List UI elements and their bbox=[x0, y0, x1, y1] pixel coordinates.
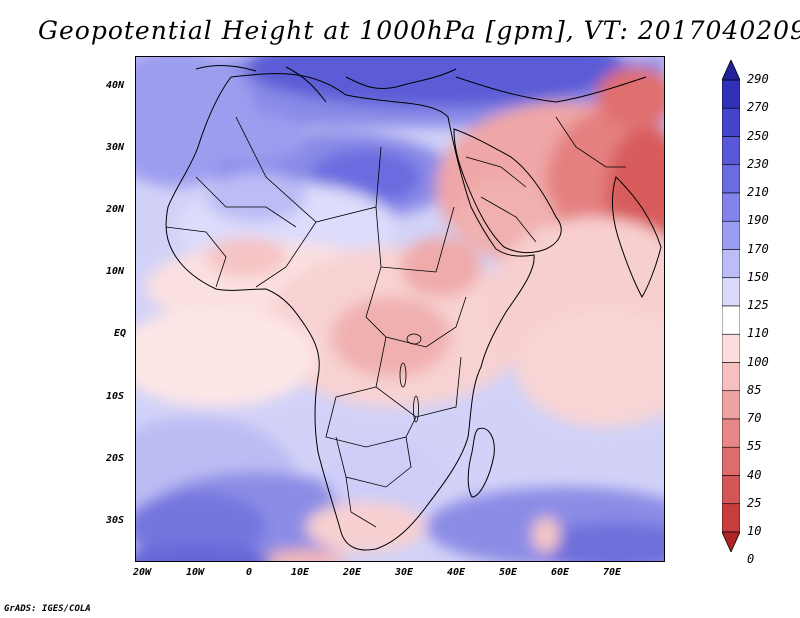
colorbar-cell bbox=[722, 390, 740, 420]
colorbar-cell bbox=[722, 107, 740, 137]
colorbar-cell bbox=[722, 333, 740, 363]
colorbar-label: 110 bbox=[747, 326, 769, 341]
colorbar-cell bbox=[722, 192, 740, 222]
colorbar-label: 190 bbox=[747, 213, 769, 228]
colorbar-cell bbox=[722, 164, 740, 194]
colorbar-label: 170 bbox=[747, 241, 769, 256]
lon-label-50e: 50E bbox=[499, 567, 518, 578]
colorbar-cell bbox=[722, 418, 740, 448]
country-borders bbox=[165, 116, 626, 528]
colorbar-cell bbox=[722, 220, 740, 250]
colorbar-label: 40 bbox=[747, 467, 762, 482]
colorbar-label: 250 bbox=[747, 128, 769, 143]
lat-label-20s: 20S bbox=[106, 453, 125, 464]
credit-text: GrADS: IGES/COLA bbox=[4, 604, 91, 614]
colorbar-cell bbox=[722, 79, 740, 109]
colorbar-top-arrow bbox=[722, 60, 740, 81]
colorbar-label: 0 bbox=[747, 552, 755, 567]
figure-title: Geopotential Height at 1000hPa [gpm], VT… bbox=[38, 16, 800, 45]
colorbar-label: 10 bbox=[747, 524, 762, 538]
colorbar-label: 25 bbox=[747, 495, 762, 510]
lon-label-40e: 40E bbox=[447, 567, 466, 578]
lat-label-40n: 40N bbox=[106, 80, 125, 91]
coastlines bbox=[165, 64, 662, 551]
colorbar-bottom-arrow bbox=[722, 531, 740, 552]
colorbar-cell bbox=[722, 446, 740, 476]
colorbar-label: 125 bbox=[747, 298, 769, 312]
lon-label-60e: 60E bbox=[551, 567, 570, 578]
lon-label-30e: 30E bbox=[395, 567, 414, 578]
colorbar-label: 100 bbox=[747, 354, 769, 369]
lat-label-30n: 30N bbox=[106, 142, 125, 153]
colorbar-label: 85 bbox=[747, 382, 762, 397]
lat-label-20n: 20N bbox=[106, 204, 125, 215]
lat-label-10n: 10N bbox=[106, 266, 125, 277]
lon-label-10w: 10W bbox=[186, 567, 205, 578]
colorbar-cell bbox=[722, 277, 740, 307]
lon-label-10e: 10E bbox=[291, 567, 310, 578]
colorbar-label: 55 bbox=[747, 439, 762, 454]
colorbar-label: 150 bbox=[747, 269, 769, 284]
height-field bbox=[136, 57, 664, 561]
lon-label-70e: 70E bbox=[603, 567, 622, 578]
colorbar-label: 210 bbox=[747, 185, 769, 199]
lat-label-30s: 30S bbox=[106, 515, 125, 526]
colorbar-label: 70 bbox=[747, 411, 762, 425]
colorbar-label: 290 bbox=[747, 72, 769, 86]
lon-label-20e: 20E bbox=[343, 567, 362, 578]
map-plot-area bbox=[135, 56, 665, 562]
lakes bbox=[399, 333, 422, 423]
lon-label-20w: 20W bbox=[133, 567, 152, 578]
lat-label-eq: EQ bbox=[114, 328, 127, 339]
colorbar-cell bbox=[722, 249, 740, 279]
lon-label-0: 0 bbox=[246, 567, 253, 578]
colorbar-cell bbox=[722, 362, 740, 392]
colorbar-cell bbox=[722, 136, 740, 166]
colorbar-label: 270 bbox=[747, 100, 769, 115]
colorbar-cell bbox=[722, 475, 740, 505]
lat-label-10s: 10S bbox=[106, 391, 125, 402]
colorbar bbox=[722, 60, 740, 552]
colorbar-cell bbox=[722, 305, 740, 335]
colorbar-label: 230 bbox=[747, 156, 769, 171]
map-canvas bbox=[136, 57, 664, 561]
colorbar-cell bbox=[722, 503, 740, 533]
